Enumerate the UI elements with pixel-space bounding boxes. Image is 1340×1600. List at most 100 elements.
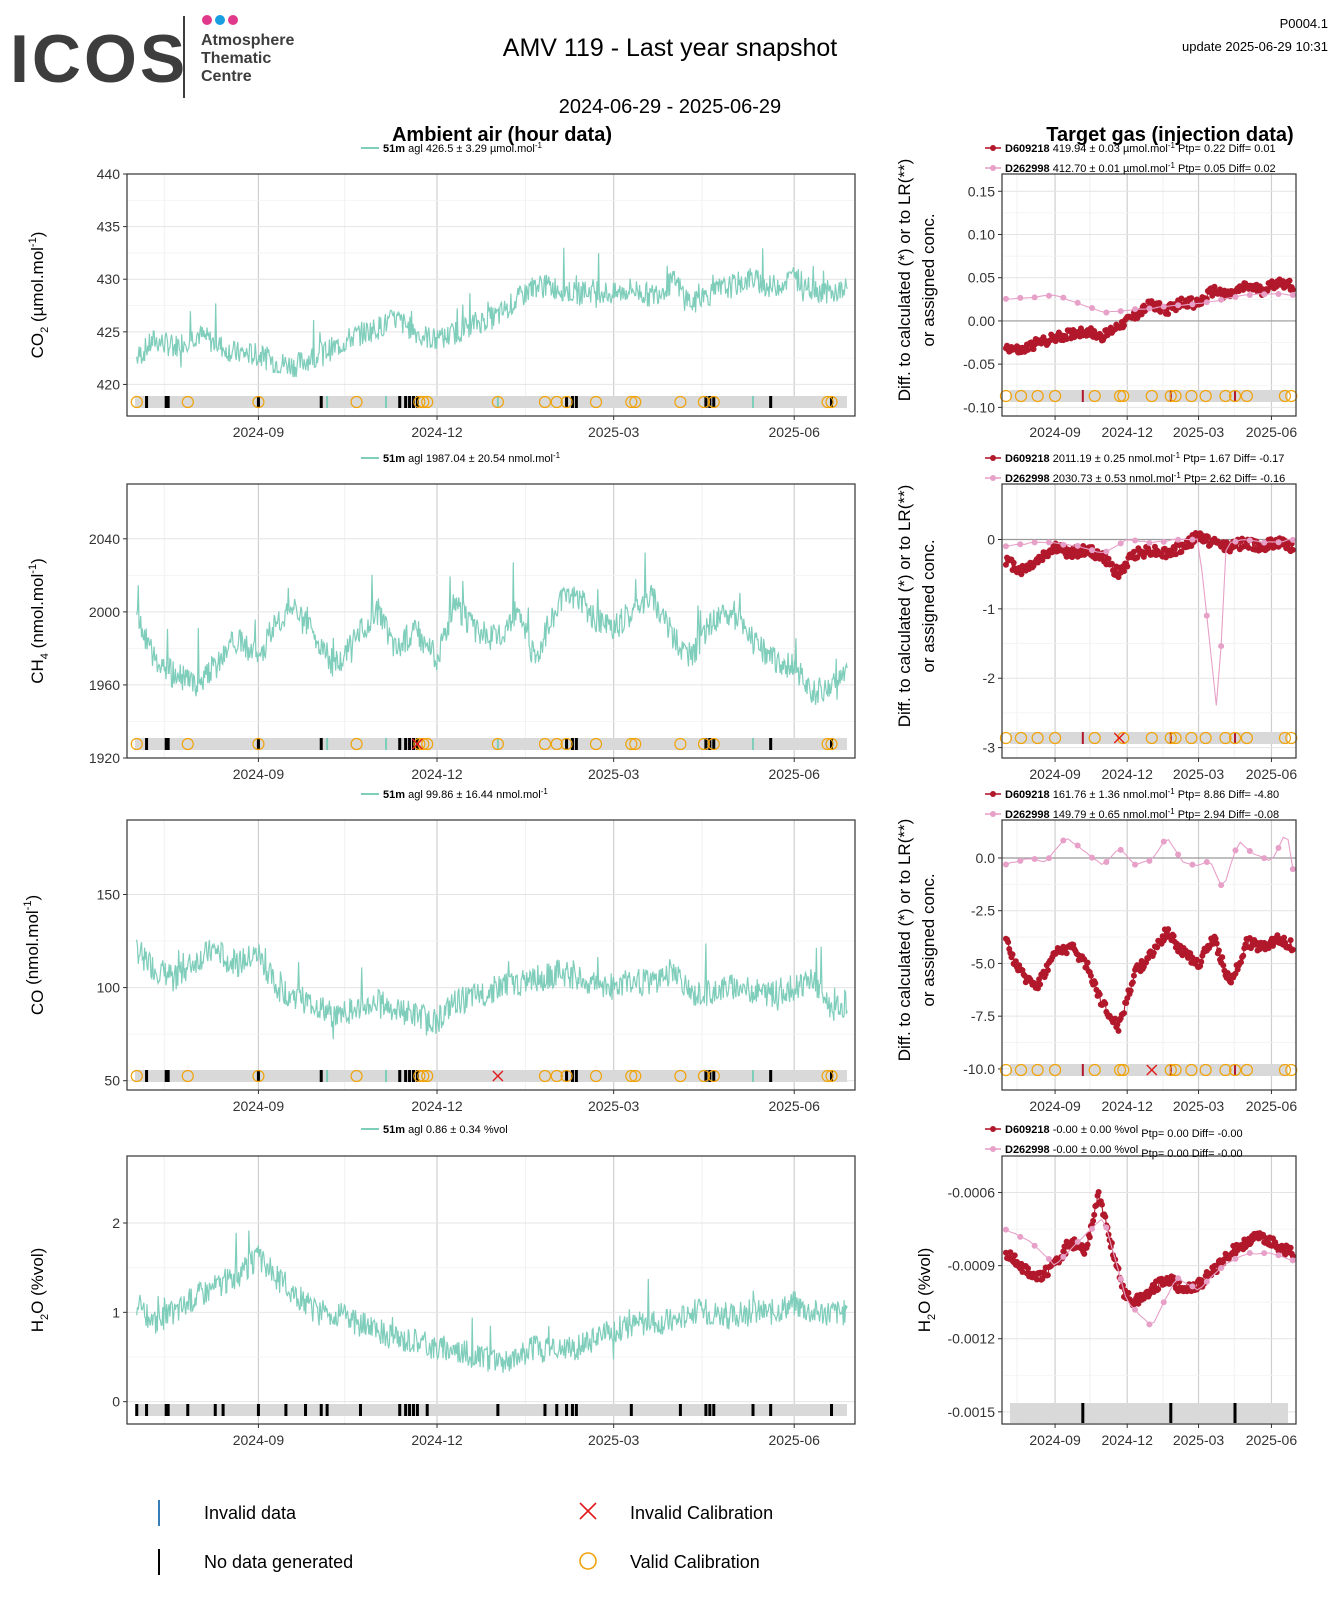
invalid-data-flag <box>385 738 388 750</box>
legend-stats: agl 0.86 ± 0.34 %vol <box>405 1124 508 1136</box>
series-point-D609218 <box>1125 1289 1132 1296</box>
no-data-flag <box>408 1070 412 1082</box>
series-point-D262998 <box>1275 539 1282 546</box>
series-point-D609218 <box>1030 346 1037 353</box>
legend-height: 51m <box>383 143 405 155</box>
ambient-legend: 51m agl 0.86 ± 0.34 %vol <box>361 1124 508 1136</box>
no-data-flag <box>565 1070 569 1082</box>
x-tick-label: 2025-06 <box>1246 1432 1298 1448</box>
no-data-flag <box>284 1404 288 1416</box>
plot-frame <box>126 173 856 417</box>
series-point-D609218 <box>1096 991 1103 998</box>
legend-stats: -0.00 ± 0.00 %vol <box>1050 1124 1139 1136</box>
valid-calibration-flag <box>413 737 426 751</box>
series-point-D262998 <box>1246 1249 1253 1256</box>
valid-calibration-flag <box>1031 1063 1044 1077</box>
legend-point <box>990 1146 996 1152</box>
x-tick-label: 2025-03 <box>588 1432 640 1448</box>
series-point-D262998 <box>1160 1299 1167 1306</box>
no-data-flag <box>319 396 323 408</box>
x-tick-label: 2024-09 <box>1029 1432 1081 1448</box>
legend-name: D262998 <box>1005 809 1050 821</box>
y-axis-label: H2O (%vol) <box>915 1248 938 1333</box>
series-point-D609218 <box>1154 944 1161 951</box>
valid-calibration-flag <box>1278 389 1292 403</box>
legend-name: D262998 <box>1005 163 1050 175</box>
no-data-flag <box>408 396 412 408</box>
x-tick-label: 2024-12 <box>1102 424 1154 440</box>
no-data-flag <box>574 396 578 408</box>
valid-calibration-flag <box>1014 731 1028 745</box>
series-point-D609218 <box>1185 954 1192 961</box>
valid-calibration-flag <box>1117 731 1130 745</box>
series-point-D262998 <box>1017 294 1024 301</box>
y-tick-label: 420 <box>97 376 121 392</box>
valid-calibration-flag <box>1031 389 1044 403</box>
valid-calibration-flag <box>1228 389 1242 403</box>
series-point-D262998 <box>1275 1252 1282 1259</box>
legend-height: 51m <box>383 789 405 801</box>
series-point-D262998 <box>1232 1255 1239 1262</box>
valid-calibration-flag <box>181 1069 194 1083</box>
panel-ch4-target: -3 -2 -1 0 2024-09 2024-12 2025-03 2025-06 D6092… <box>895 451 1298 782</box>
series-point-D609218 <box>1091 1211 1098 1218</box>
series-point-D262998 <box>1045 855 1052 862</box>
panel-co2-target: -0.10 -0.05 0.00 0.05 0.10 0.15 2024-09 2024-12… <box>895 141 1298 440</box>
y-tick-label: 0.0 <box>976 850 996 866</box>
y-axis-label-line2: or assigned conc. <box>919 213 938 346</box>
no-data-flag <box>256 1404 260 1416</box>
panel-h2o-target: -0.0015 -0.0012 -0.0009 -0.0006 2024-09 2024-… <box>915 1124 1297 1448</box>
flag-band <box>1010 390 1288 402</box>
no-data-flag <box>830 1070 834 1082</box>
valid-calibration-flag <box>550 737 563 751</box>
valid-calibration-flag <box>629 395 642 409</box>
legend-point <box>990 475 996 481</box>
y-tick-label: -0.0015 <box>948 1404 996 1420</box>
x-tick-label: 2025-03 <box>1173 766 1225 782</box>
no-data-flag <box>1169 1403 1173 1423</box>
invalid-data-flag <box>752 1070 755 1082</box>
series-point-D262998 <box>1275 290 1282 297</box>
series-point-D609218 <box>1018 571 1025 578</box>
no-data-flag <box>256 1070 260 1082</box>
series-point-D609218 <box>1012 958 1019 965</box>
plot-background <box>127 1156 855 1424</box>
x-tick-label: 2024-12 <box>1102 1098 1154 1114</box>
series-point-D262998 <box>1089 1225 1096 1232</box>
no-data-flag <box>574 1070 578 1082</box>
y-tick-label: 150 <box>97 886 121 902</box>
target-legend-D609218: D609218 -0.00 ± 0.00 %vol Ptp= 0.00 Diff… <box>985 1124 1243 1140</box>
no-data-flag <box>565 1404 569 1416</box>
series-point-D609218 <box>1220 962 1227 969</box>
no-data-flag <box>751 1404 755 1416</box>
ambient-section-title: Ambient air (hour data) <box>392 124 612 146</box>
legend-text: D262998 149.79 ± 0.65 nmol.mol-1 Ptp= 2.… <box>1005 807 1279 821</box>
valid-calibration-flag <box>417 1069 430 1083</box>
no-data-flag <box>166 1070 170 1082</box>
valid-calibration-flag <box>821 737 834 751</box>
legend-point <box>990 145 996 151</box>
valid-calibration-flag <box>1048 389 1062 403</box>
valid-calibration-flag <box>1228 1063 1242 1077</box>
no-data-flag <box>574 738 578 750</box>
plot-background <box>1002 484 1296 758</box>
series-point-D262998 <box>1089 305 1096 312</box>
logo-dot-blue <box>215 15 225 25</box>
series-point-D262998 <box>1103 1224 1110 1231</box>
series-point-D609218 <box>1009 951 1016 958</box>
no-data-flag <box>319 738 323 750</box>
valid-calibration-flag <box>625 1069 638 1083</box>
series-point-D262998 <box>1002 1226 1009 1233</box>
y-axis-label: CO (nmol.mol-1) <box>22 895 47 1015</box>
valid-calibration-flag <box>697 737 711 751</box>
series-point-D609218 <box>1130 972 1137 979</box>
invalid-data-flag <box>1233 1064 1236 1076</box>
no-data-flag <box>415 1404 419 1416</box>
logo-text: ICOS <box>10 21 188 97</box>
series-point-D262998 <box>1146 539 1153 546</box>
series-point-D609218 <box>1198 300 1205 307</box>
valid-calibration-flag <box>707 1069 720 1083</box>
legend-text: D609218 2011.19 ± 0.25 nmol.mol-1 Ptp= 1… <box>1005 451 1284 465</box>
series-point-D262998 <box>1189 1283 1196 1290</box>
